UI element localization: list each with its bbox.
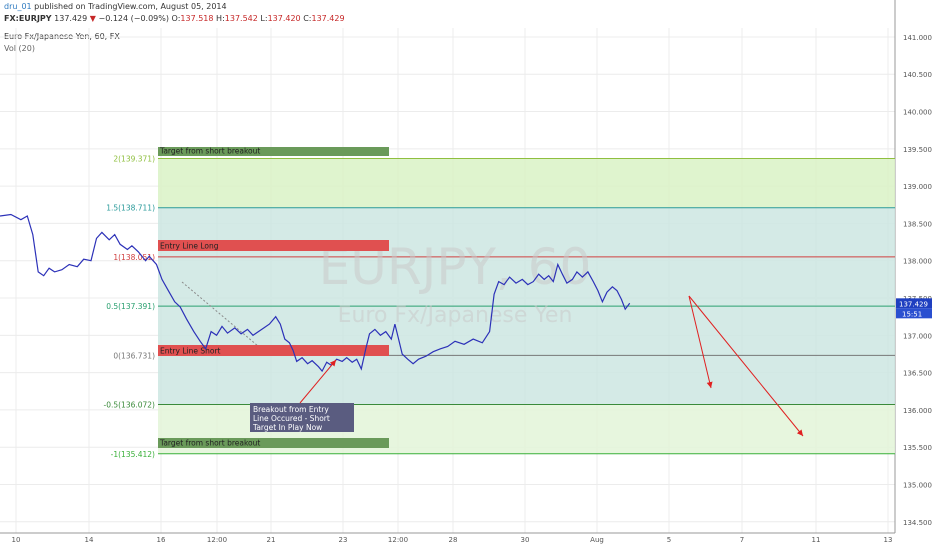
x-tick-label: 30 xyxy=(521,536,530,544)
open-value: 137.518 xyxy=(180,14,214,23)
price-line xyxy=(0,213,631,373)
x-tick-label: 12:00 xyxy=(207,536,227,544)
indicator-legend[interactable]: Vol (20) xyxy=(4,44,35,53)
fib-level-label: -1(135.412) xyxy=(111,450,155,459)
callout-box xyxy=(250,403,354,432)
down-arrow-icon: ▼ xyxy=(89,14,96,23)
projection-arrows[interactable] xyxy=(299,295,804,437)
y-tick-label: 136.000 xyxy=(903,407,932,415)
x-tick-label: 10 xyxy=(12,536,21,544)
y-tick-label: 135.500 xyxy=(903,444,932,452)
x-tick-label: 16 xyxy=(157,536,166,544)
y-tick-label: 134.500 xyxy=(903,519,932,527)
x-tick-label: Aug xyxy=(590,536,604,544)
price-tag-box xyxy=(896,298,932,309)
x-tick-label: 28 xyxy=(449,536,458,544)
x-tick-label: 23 xyxy=(339,536,348,544)
price-axis[interactable]: 134.500 135.000 135.500 136.000 136.500 137.0… xyxy=(903,34,932,527)
y-tick-label: 140.500 xyxy=(903,71,932,79)
fib-band xyxy=(158,256,895,307)
y-tick-label: 140.000 xyxy=(903,109,932,117)
y-tick-label: 139.000 xyxy=(903,183,932,191)
fib-level-label: 1.5(138.711) xyxy=(106,204,155,213)
high-value: 137.542 xyxy=(224,14,258,23)
label-box xyxy=(158,240,389,251)
callout-text: Target In Play Now xyxy=(252,423,322,432)
high-label: H: xyxy=(216,14,225,23)
watermark-name: Euro Fx/Japanese Yen xyxy=(338,303,573,328)
fib-level-label: 0.5(137.391) xyxy=(106,302,155,311)
x-tick-label: 5 xyxy=(667,536,671,544)
label-text: Entry Line Short xyxy=(160,347,221,356)
callout-text: Breakout from Entry xyxy=(253,405,329,414)
fib-band xyxy=(158,355,895,405)
fib-band xyxy=(158,158,895,208)
label-box xyxy=(158,438,389,448)
label-box xyxy=(158,345,389,356)
price-tag-time-box xyxy=(896,308,932,319)
close-value: 137.429 xyxy=(311,14,345,23)
y-tick-label: 138.000 xyxy=(903,258,932,266)
y-tick-label: 138.500 xyxy=(903,220,932,228)
annotation-labels[interactable]: Target from short breakout Entry Line Lon… xyxy=(158,147,389,449)
x-tick-label: 14 xyxy=(85,536,94,544)
price-tag-time: 15:51 xyxy=(902,310,922,318)
x-tick-label: 12:00 xyxy=(388,536,408,544)
y-tick-label: 136.500 xyxy=(903,370,932,378)
x-tick-label: 7 xyxy=(740,536,744,544)
y-tick-label: 137.000 xyxy=(903,332,932,340)
open-label: O: xyxy=(171,14,181,23)
trend-line[interactable] xyxy=(181,281,259,347)
arrow xyxy=(299,359,337,404)
y-tick-label: 135.000 xyxy=(903,482,932,490)
x-tick-label: 11 xyxy=(812,536,821,544)
price-change: −0.124 (−0.09%) xyxy=(98,14,169,23)
label-text: Entry Line Long xyxy=(160,242,219,251)
fib-level-label: -0.5(136.072) xyxy=(103,401,155,410)
low-value: 137.420 xyxy=(267,14,301,23)
time-axis[interactable]: 10 14 16 12:00 21 23 12:00 28 30 Aug 5 7 11 13 xyxy=(12,536,893,544)
publish-info: dru_01 published on TradingView.com, Aug… xyxy=(4,2,227,11)
fib-level-label: 2(139.371) xyxy=(113,154,155,163)
price-tag: 137.429 15:51 xyxy=(896,298,932,319)
last-price: 137.429 xyxy=(54,14,88,23)
x-tick-label: 13 xyxy=(884,536,893,544)
ohlc-bar: FX:EURJPY 137.429 ▼ −0.124 (−0.09%) O:13… xyxy=(4,14,345,23)
y-tick-label: 141.000 xyxy=(903,34,932,42)
x-tick-label: 21 xyxy=(267,536,276,544)
label-box xyxy=(158,147,389,156)
published-text: published on TradingView.com, August 05,… xyxy=(31,2,227,11)
arrow xyxy=(688,295,713,389)
callout-text: Line Occured - Short xyxy=(253,414,330,423)
low-label: L: xyxy=(260,14,268,23)
arrow xyxy=(688,295,804,437)
label-text: Target from short breakout xyxy=(159,439,260,448)
price-tag-value: 137.429 xyxy=(899,300,928,308)
fib-level-label: 1(138.051) xyxy=(113,253,155,262)
ticker: FX:EURJPY xyxy=(4,14,52,23)
author-link[interactable]: dru_01 xyxy=(4,2,32,11)
label-text: Target from short breakout xyxy=(159,147,260,156)
close-label: C: xyxy=(303,14,312,23)
fib-level-label: 0(136.731) xyxy=(113,351,155,360)
y-tick-label: 139.500 xyxy=(903,146,932,154)
